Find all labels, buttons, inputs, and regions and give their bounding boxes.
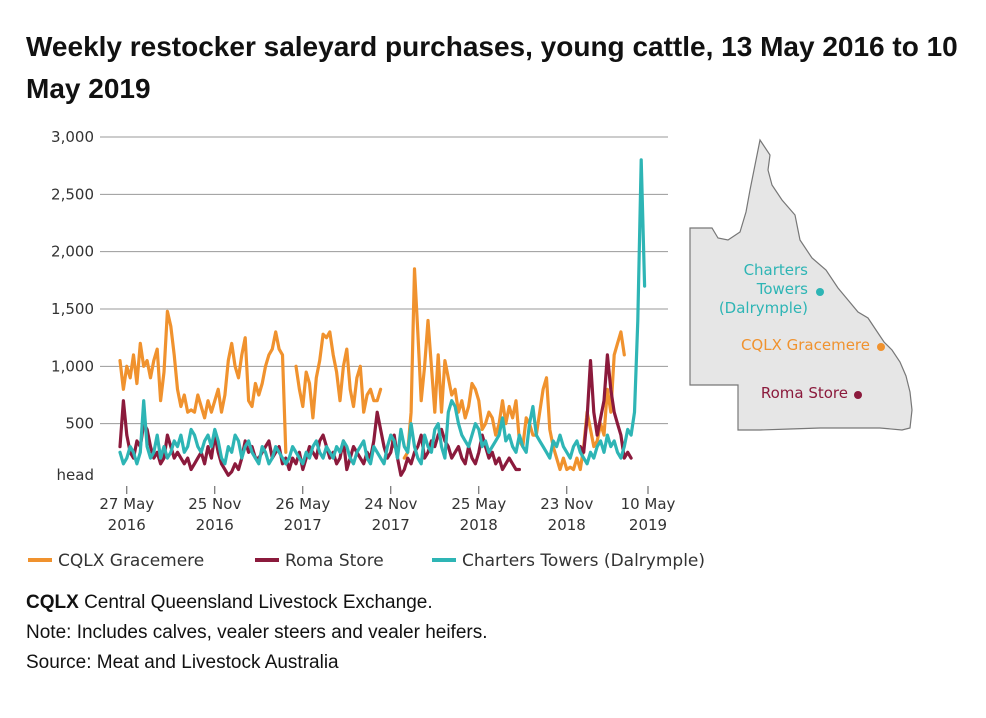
abbreviation-definition: Central Queensland Livestock Exchange. bbox=[84, 592, 433, 613]
map-label-charters: Charters bbox=[744, 261, 809, 279]
y-tick-label: 1,000 bbox=[51, 357, 94, 375]
chart-title: Weekly restocker saleyard purchases, you… bbox=[26, 31, 958, 104]
y-tick-labels: 500 1,000 1,500 2,000 2,500 3,000 bbox=[51, 128, 94, 433]
x-tick-label: 27 May bbox=[99, 495, 154, 513]
series-line bbox=[118, 267, 626, 472]
y-tick-label: 500 bbox=[65, 415, 94, 433]
x-tick-year: 2019 bbox=[629, 516, 667, 534]
y-tick-label: 1,500 bbox=[51, 300, 94, 318]
map-label-cqlx: CQLX Gracemere bbox=[741, 336, 870, 354]
y-tick-label: 2,000 bbox=[51, 243, 94, 261]
y-unit-label: head bbox=[57, 466, 94, 484]
map-location-dot bbox=[877, 343, 885, 351]
map-location-dot bbox=[854, 391, 862, 399]
x-tick-label: 24 Nov bbox=[364, 495, 417, 513]
x-tick-year: 2016 bbox=[108, 516, 146, 534]
abbreviation-note: CQLX Central Queensland Livestock Exchan… bbox=[26, 588, 488, 618]
abbreviation: CQLX bbox=[26, 592, 79, 613]
notes-block: CQLX Central Queensland Livestock Exchan… bbox=[26, 588, 488, 678]
map-location-dot bbox=[816, 288, 824, 296]
x-tick-year: 2017 bbox=[284, 516, 322, 534]
queensland-outline bbox=[689, 138, 913, 431]
x-tick-label: 26 May bbox=[275, 495, 330, 513]
y-tick-label: 2,500 bbox=[51, 185, 94, 203]
x-tick-label: 10 May bbox=[621, 495, 676, 513]
map-label-charters: Towers bbox=[756, 280, 808, 298]
legend-label: CQLX Gracemere bbox=[58, 551, 204, 571]
map-label-roma: Roma Store bbox=[761, 384, 848, 402]
x-tick-label: 25 May bbox=[451, 495, 506, 513]
y-tick-label: 3,000 bbox=[51, 128, 94, 146]
x-tick-year: 2016 bbox=[196, 516, 234, 534]
legend-label: Charters Towers (Dalrymple) bbox=[462, 551, 705, 571]
includes-note: Note: Includes calves, vealer steers and… bbox=[26, 622, 488, 643]
x-tick-year: 2018 bbox=[460, 516, 498, 534]
x-tick-year: 2017 bbox=[372, 516, 410, 534]
series-line bbox=[118, 353, 633, 477]
legend: CQLX Gracemere Roma Store Charters Towers … bbox=[28, 551, 705, 571]
gridlines bbox=[100, 136, 668, 425]
x-tick-labels: 27 May 2016 25 Nov 2016 26 May 2017 24 Nov 2017… bbox=[99, 486, 676, 534]
series-line bbox=[118, 158, 647, 466]
x-tick-label: 23 Nov bbox=[540, 495, 593, 513]
x-tick-label: 25 Nov bbox=[188, 495, 241, 513]
x-tick-year: 2018 bbox=[548, 516, 586, 534]
map-label-charters: (Dalrymple) bbox=[719, 299, 808, 317]
series-lines bbox=[118, 158, 647, 477]
source-note: Source: Meat and Livestock Australia bbox=[26, 652, 339, 673]
legend-label: Roma Store bbox=[285, 551, 384, 571]
